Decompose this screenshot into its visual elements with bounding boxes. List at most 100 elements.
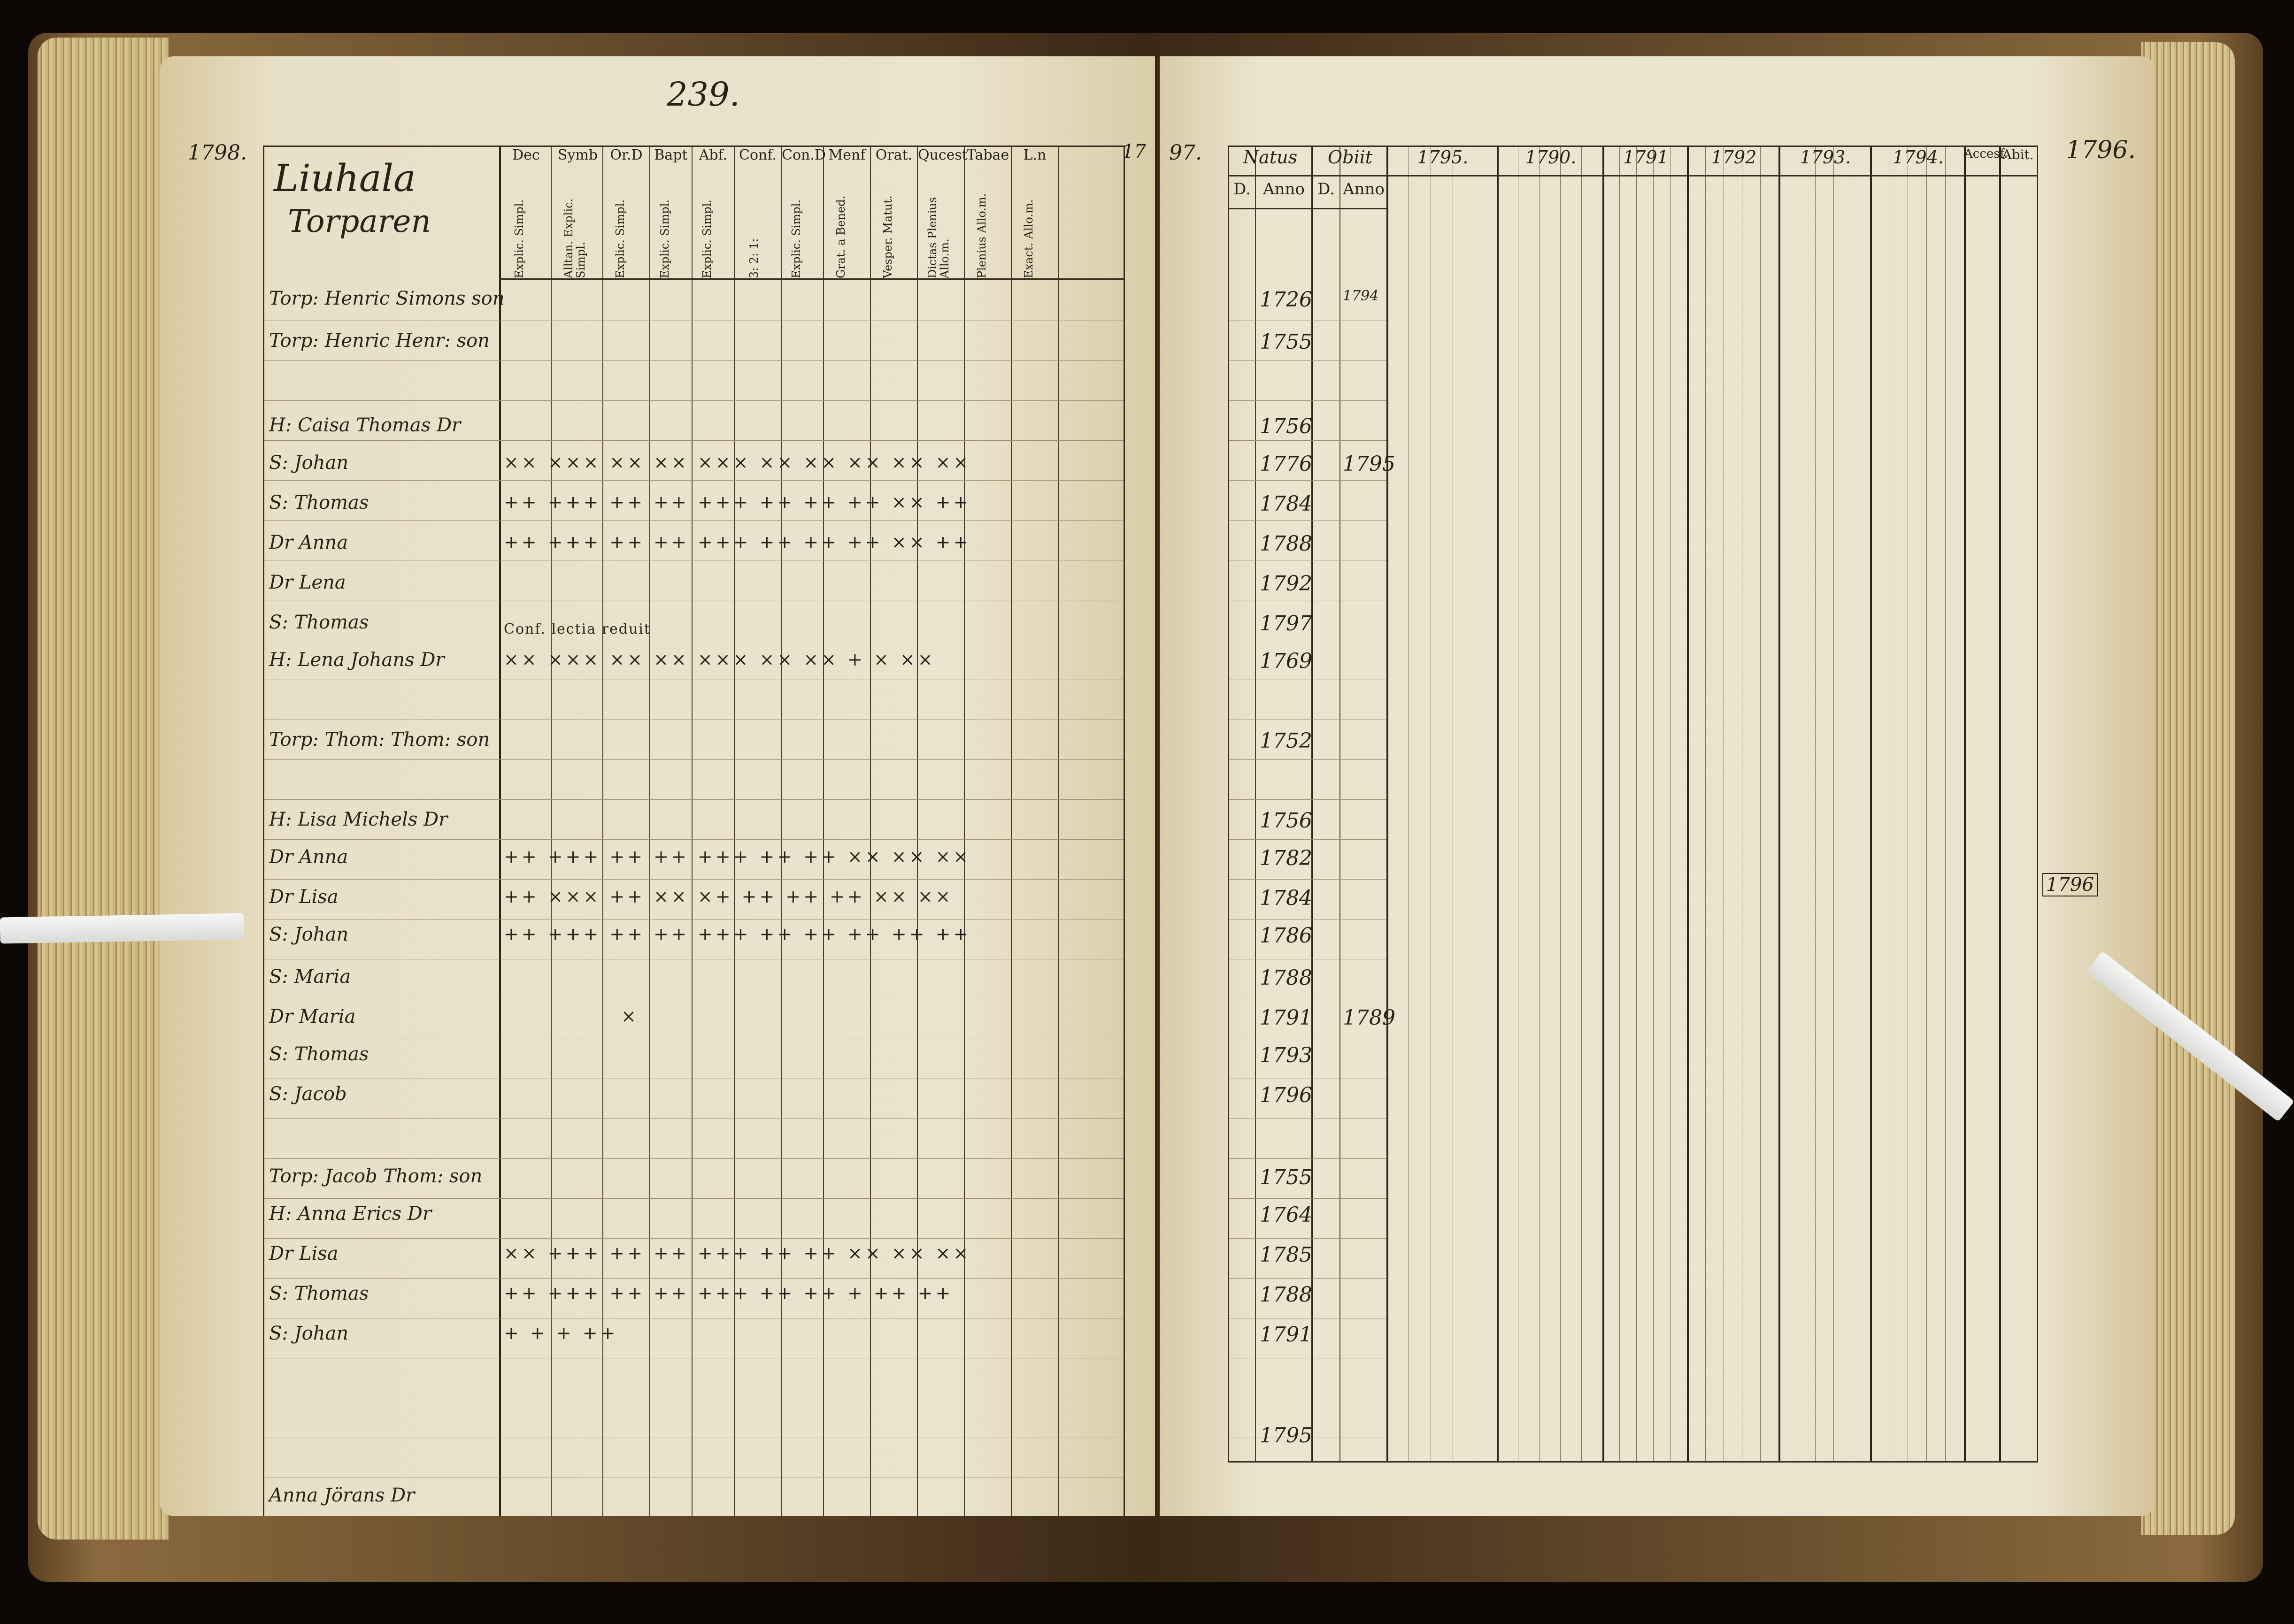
village-subtitle: Torparen: [288, 203, 431, 239]
ruled-line: [1229, 360, 1386, 361]
col-head-abs: Abf.: [699, 147, 728, 163]
ruled-line: [1229, 480, 1386, 481]
column-line: [964, 147, 965, 1516]
left-page: 239. 1798. 17 Liuhala Torparen Dec Symb …: [160, 56, 1155, 1516]
ruled-line: [1229, 879, 1386, 880]
right-page: 97. 1796. Natus Obiit 1795. 1790. 1791 1…: [1160, 56, 2155, 1516]
entry-marks: ++ ××× ++ ×× ×+ ++ ++ ++ ×× ××: [504, 886, 954, 907]
birth-year: 1752: [1260, 729, 1312, 753]
head-1793: 1793.: [1800, 147, 1851, 168]
thin-column-line: [1581, 147, 1582, 1461]
ruled-line: [1229, 799, 1386, 800]
ruled-line: [1229, 520, 1386, 521]
ruled-line: [264, 400, 1124, 401]
entry-note: Conf. lectia reduit: [504, 621, 651, 637]
column-line: [1311, 147, 1313, 1461]
birth-year: 1755: [1260, 330, 1312, 354]
thin-column-line: [1815, 147, 1816, 1461]
sub-anno: Anno: [1343, 180, 1385, 199]
column-line: [1964, 147, 1966, 1461]
ruled-line: [264, 879, 1124, 880]
col-sub: Explic. Simpl.: [513, 199, 526, 278]
thin-column-line: [1560, 147, 1561, 1461]
entry-name: S: Thomas: [269, 612, 369, 633]
column-line: [1058, 147, 1059, 1516]
entry-marks: ×× ××× ×× ×× ××× ×× ×× + × ××: [504, 649, 936, 670]
corner-number: 17: [1122, 141, 1146, 162]
ruled-line: [1229, 1238, 1386, 1239]
ruled-line: [264, 1118, 1124, 1119]
ruled-line: [1229, 759, 1386, 760]
ruled-line: [264, 799, 1124, 800]
col-sub: Grat. a Bened.: [834, 195, 847, 278]
head-1795: 1795.: [1417, 147, 1469, 168]
entry-name: S: Johan: [269, 1323, 349, 1344]
column-line: [1870, 147, 1872, 1461]
ruled-line: [264, 440, 1124, 441]
col-sub: Exact. Allo.m.: [1022, 199, 1035, 278]
sub-anno: Anno: [1263, 180, 1305, 199]
entry-name: Torp: Henric Simons son: [269, 288, 505, 309]
head-1790: 1790.: [1525, 147, 1577, 168]
birth-year: 1755: [1260, 1165, 1312, 1189]
column-line: [1255, 147, 1256, 1461]
col-head-orat: Orat.: [875, 147, 913, 163]
year-mark: 1798.: [188, 141, 247, 165]
column-line: [1497, 147, 1499, 1461]
birth-year: 1795: [1260, 1424, 1312, 1448]
ruled-line: [264, 759, 1124, 760]
col-sub: Explic. Simpl.: [614, 199, 627, 278]
entry-name: S: Johan: [269, 924, 349, 945]
death-year: 1789: [1343, 1006, 1395, 1030]
entry-name: S: Thomas: [269, 1283, 369, 1304]
ruled-line: [264, 1238, 1124, 1239]
column-line: [692, 147, 693, 1516]
birth-year: 1791: [1260, 1006, 1312, 1030]
birth-year: 1782: [1260, 846, 1312, 870]
column-line: [1602, 147, 1604, 1461]
birth-year: 1785: [1260, 1243, 1312, 1267]
col-sub: Dictas Plenius Allo.m.: [926, 197, 951, 278]
entry-name: H: Lisa Michels Dr: [269, 809, 448, 830]
birth-year: 1776: [1260, 452, 1312, 476]
col-sub: Explic. Simpl.: [790, 199, 803, 278]
birth-year: 1726: [1260, 288, 1312, 312]
thin-column-line: [1945, 147, 1946, 1461]
entry-marks: ×× ××× ×× ×× ××× ×× ×× ×× ×× ××: [504, 452, 971, 473]
ruled-line: [264, 1158, 1124, 1159]
column-line: [602, 147, 603, 1516]
thin-column-line: [1833, 147, 1834, 1461]
birth-year: 1788: [1260, 532, 1312, 556]
column-line: [1339, 147, 1340, 1461]
corner-number: 97.: [1169, 141, 1202, 165]
head-accesf: Accesf.: [1964, 147, 2008, 161]
birth-year: 1788: [1260, 1283, 1312, 1307]
col-head-bapt: Bapt: [654, 147, 688, 163]
birth-year: 1796: [1260, 1083, 1312, 1107]
village-title: Liuhala: [274, 156, 416, 200]
thin-column-line: [1619, 147, 1620, 1461]
column-line: [551, 147, 552, 1516]
name-column-border: [499, 147, 501, 1516]
column-line: [781, 147, 782, 1516]
col-sub: Vesper. Matut.: [881, 195, 894, 278]
entry-name: Anna Jörans Dr: [269, 1485, 415, 1506]
column-line: [870, 147, 871, 1516]
birth-year: 1792: [1260, 572, 1312, 596]
ruled-line: [264, 1198, 1124, 1199]
column-line: [734, 147, 735, 1516]
birth-year: 1793: [1260, 1043, 1312, 1067]
header-rule: [499, 278, 1124, 280]
thin-column-line: [1653, 147, 1654, 1461]
column-line: [1687, 147, 1689, 1461]
col-sub: 3: 2: 1:: [747, 238, 761, 278]
entry-name: Dr Lisa: [269, 886, 339, 908]
birth-year: 1784: [1260, 492, 1312, 516]
col-sub: Explic. Simpl.: [658, 199, 671, 278]
birth-year: 1797: [1260, 612, 1312, 636]
col-head-ord: Or.D: [610, 147, 643, 163]
entry-name: Torp: Henric Henr: son: [269, 330, 490, 352]
col-sub: Plenius Allo.m.: [975, 193, 988, 278]
col-head-mens: Menf: [828, 147, 866, 163]
